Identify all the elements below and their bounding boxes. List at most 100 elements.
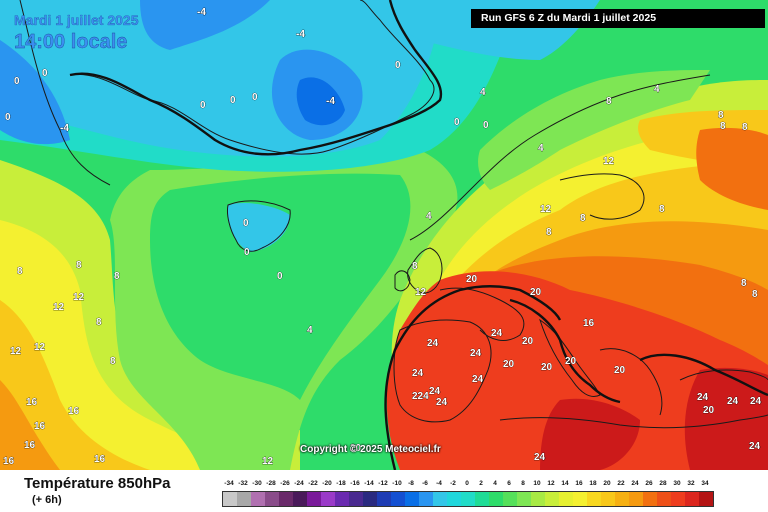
temperature-value-label: 0 bbox=[244, 247, 250, 258]
balkans-coast bbox=[599, 348, 663, 416]
temperature-value-label: 20 bbox=[565, 356, 577, 367]
scale-tick-label: -4 bbox=[436, 480, 442, 487]
scale-swatch bbox=[461, 492, 475, 506]
scale-tick-label: -10 bbox=[392, 480, 402, 487]
temperature-value-label: 20 bbox=[466, 274, 478, 285]
temperature-value-label: 0 bbox=[454, 117, 460, 128]
isotherm-balkans bbox=[639, 353, 768, 397]
scale-tick-label: -18 bbox=[336, 480, 346, 487]
scale-tick-label: 34 bbox=[701, 480, 709, 487]
temperature-value-label: 0 bbox=[483, 120, 489, 131]
scale-swatch bbox=[615, 492, 629, 506]
scale-tick-label: -14 bbox=[364, 480, 374, 487]
scale-tick-label: 28 bbox=[659, 480, 667, 487]
scale-swatch bbox=[321, 492, 335, 506]
temperature-value-label: 16 bbox=[583, 318, 595, 329]
scale-tick-label: 10 bbox=[533, 480, 541, 487]
scale-tick-label: -2 bbox=[450, 480, 456, 487]
scale-swatch bbox=[517, 492, 531, 506]
temperature-value-label: 20 bbox=[541, 362, 553, 373]
temperature-value-label: 24 bbox=[436, 397, 448, 408]
temperature-value-label: 12 bbox=[540, 204, 552, 215]
scale-tick-label: 20 bbox=[603, 480, 611, 487]
temperature-value-label: 24 bbox=[470, 348, 482, 359]
scale-swatch bbox=[629, 492, 643, 506]
temperature-value-label: 0 bbox=[5, 112, 11, 123]
footer-title: Température 850hPa bbox=[24, 475, 171, 492]
scale-tick-label: -16 bbox=[350, 480, 360, 487]
time-title: 14:00 locale bbox=[14, 31, 128, 53]
temperature-value-label: 8 bbox=[718, 110, 724, 121]
scale-swatch bbox=[475, 492, 489, 506]
scale-tick-label: -22 bbox=[308, 480, 318, 487]
temperature-value-label: 24 bbox=[427, 338, 439, 349]
scale-swatch bbox=[545, 492, 559, 506]
scale-tick-label: -20 bbox=[322, 480, 332, 487]
scale-tick-label: -24 bbox=[294, 480, 304, 487]
scale-tick-label: -34 bbox=[224, 480, 234, 487]
band-red-south bbox=[386, 271, 768, 470]
france-coast bbox=[439, 287, 525, 341]
color-scale-bar bbox=[222, 491, 714, 507]
temperature-value-label: 12 bbox=[53, 302, 65, 313]
band-cyan-iceland bbox=[227, 203, 290, 252]
band-deep-blue-north bbox=[296, 77, 345, 126]
temperature-value-label: 8 bbox=[580, 213, 586, 224]
band-blue-greenland bbox=[0, 40, 70, 145]
temperature-value-label: 20 bbox=[503, 359, 515, 370]
isotherm-iberia bbox=[384, 285, 562, 470]
temperature-value-label: 0 bbox=[200, 100, 206, 111]
temperature-value-label: 20 bbox=[703, 405, 715, 416]
scale-swatch bbox=[671, 492, 685, 506]
temperature-value-label: 8 bbox=[742, 122, 748, 133]
scale-swatch bbox=[405, 492, 419, 506]
temperature-value-label: 4 bbox=[307, 325, 313, 336]
color-scale-labels: -34 -32 -30 -28 -26 -24 -22 -20 -18 -16 -14 -12 -10-… bbox=[222, 480, 742, 490]
temperature-value-label: 8 bbox=[110, 356, 116, 367]
scale-swatch bbox=[265, 492, 279, 506]
band-green-center bbox=[150, 173, 411, 400]
temperature-map: -4 -4 0 0 0 0 0 -4 0 4 0 0 -4 0 4 8 4 8 8 8 12 12 8 8 8 0 0 0 4 8 12 20… bbox=[0, 0, 768, 470]
scale-swatch bbox=[489, 492, 503, 506]
scale-tick-label: -26 bbox=[280, 480, 290, 487]
scale-swatch bbox=[657, 492, 671, 506]
temperature-value-label: 24 bbox=[472, 374, 484, 385]
temperature-value-label: 224 bbox=[412, 391, 429, 402]
scale-swatch bbox=[237, 492, 251, 506]
baltic-coast bbox=[559, 173, 645, 220]
scale-tick-label: 26 bbox=[645, 480, 653, 487]
temperature-value-label: 8 bbox=[659, 204, 665, 215]
temperature-value-label: 0 bbox=[395, 60, 401, 71]
temperature-value-label: 0 bbox=[42, 68, 48, 79]
scale-swatch bbox=[307, 492, 321, 506]
band-dark-orange-ne bbox=[696, 127, 768, 210]
temperature-value-label: 4 bbox=[426, 211, 432, 222]
mediterranean-north bbox=[499, 414, 768, 429]
temperature-value-label: 12 bbox=[10, 346, 22, 357]
temperature-value-label: 16 bbox=[94, 454, 106, 465]
temperature-value-label: 24 bbox=[429, 386, 441, 397]
temperature-value-label: 16 bbox=[3, 456, 15, 467]
scale-swatch bbox=[419, 492, 433, 506]
scale-swatch bbox=[349, 492, 363, 506]
scale-tick-label: -8 bbox=[408, 480, 414, 487]
band-dark-red-med bbox=[540, 398, 640, 470]
temperature-value-label: 20 bbox=[522, 336, 534, 347]
scale-tick-label: 12 bbox=[547, 480, 555, 487]
temperature-value-label: 4 bbox=[480, 87, 486, 98]
scale-swatch bbox=[503, 492, 517, 506]
temperature-value-label: 0 bbox=[252, 92, 258, 103]
scale-swatch bbox=[587, 492, 601, 506]
temperature-value-label: 8 bbox=[17, 266, 23, 277]
temperature-value-label: 8 bbox=[606, 96, 612, 107]
scale-swatch bbox=[251, 492, 265, 506]
temperature-value-label: 8 bbox=[741, 278, 747, 289]
temperature-value-label: -4 bbox=[60, 123, 69, 134]
temperature-value-label: 24 bbox=[412, 368, 424, 379]
temperature-value-label: 12 bbox=[603, 156, 615, 167]
temperature-value-label: 12 bbox=[415, 287, 427, 298]
copyright-notice: Copyright © 2025 Meteociel.fr bbox=[300, 444, 441, 455]
temperature-value-label: 24 bbox=[750, 396, 762, 407]
scale-tick-label: -6 bbox=[422, 480, 428, 487]
